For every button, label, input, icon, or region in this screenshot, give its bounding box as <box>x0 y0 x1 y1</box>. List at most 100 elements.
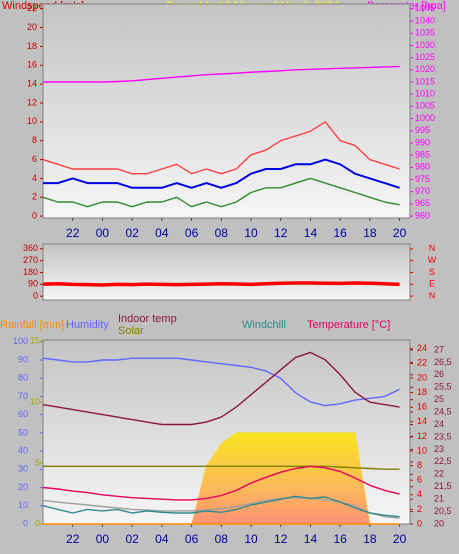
y-tick-label: 20 <box>18 482 28 492</box>
y4-tick-label: 23 <box>434 444 444 454</box>
y-tick-label: 50 <box>18 427 28 437</box>
x-tick-label: 14 <box>304 532 318 546</box>
y-tick-label: 10 <box>18 500 28 510</box>
x-tick-label: 00 <box>96 532 110 546</box>
y2-tick-label: S <box>429 267 435 277</box>
x-tick-label: 20 <box>393 532 407 546</box>
y3-tick-label: 14 <box>417 416 427 426</box>
y-tick-label: 12 <box>27 97 37 107</box>
y2-tick-label: N <box>429 243 436 253</box>
legend-rain: Rainfall [mm] <box>0 319 64 331</box>
y3-tick-label: 22 <box>417 358 427 368</box>
x-tick-label: 04 <box>155 532 169 546</box>
legend-windchill: Windchill <box>242 319 286 331</box>
x-tick-label: 16 <box>333 226 347 240</box>
y2-tick-label: 1020 <box>415 64 435 74</box>
y2-tick-label: 10 <box>30 397 40 407</box>
y4-tick-label: 25,5 <box>434 382 452 392</box>
line <box>42 351 400 426</box>
y2-tick-label: 1000 <box>415 113 435 123</box>
x-tick-label: 02 <box>125 226 139 240</box>
y2-tick-label: 985 <box>415 149 430 159</box>
y2-tick-label: 1010 <box>415 89 435 99</box>
y-tick-label: 0 <box>32 210 37 220</box>
y4-tick-label: 21 <box>434 494 444 504</box>
y2-tick-label: 1045 <box>415 3 435 13</box>
y4-tick-label: 27 <box>434 344 444 354</box>
x-tick-label: 22 <box>66 532 80 546</box>
y3-tick-label: 2 <box>417 504 422 514</box>
y2-tick-label: 1025 <box>415 52 435 62</box>
y4-tick-label: 23,5 <box>434 431 452 441</box>
y2-tick-label: E <box>429 279 435 289</box>
x-tick-label: 12 <box>274 532 288 546</box>
x-tick-label: 02 <box>125 532 139 546</box>
y-tick-label: 2 <box>32 192 37 202</box>
line <box>43 465 400 470</box>
x-tick-label: 10 <box>244 532 258 546</box>
y4-tick-label: 24,5 <box>434 406 452 416</box>
line <box>42 121 400 175</box>
y-tick-label: 4 <box>32 173 37 183</box>
x-tick-label: 12 <box>274 226 288 240</box>
y4-tick-label: 20 <box>434 518 444 528</box>
y-tick-label: 70 <box>18 391 28 401</box>
y2-tick-label: N <box>429 291 436 301</box>
y-tick-label: 16 <box>27 60 37 70</box>
y-tick-label: 60 <box>18 409 28 419</box>
y4-tick-label: 24 <box>434 419 444 429</box>
y-tick-label: 30 <box>18 464 28 474</box>
y-tick-label: 14 <box>27 79 37 89</box>
y-tick-label: 0 <box>33 291 38 301</box>
x-tick-label: 04 <box>155 226 169 240</box>
x-tick-label: 10 <box>244 226 258 240</box>
y4-tick-label: 21,5 <box>434 481 452 491</box>
y2-tick-label: 5 <box>35 457 40 467</box>
y2-tick-label: W <box>428 255 437 265</box>
y-tick-label: 10 <box>27 116 37 126</box>
x-tick-label: 16 <box>333 532 347 546</box>
y2-tick-label: 995 <box>415 125 430 135</box>
x-tick-label: 08 <box>215 532 229 546</box>
y-tick-label: 100 <box>13 336 28 346</box>
x-tick-label: 20 <box>393 226 407 240</box>
line <box>43 158 400 189</box>
x-tick-label: 08 <box>215 226 229 240</box>
y-tick-label: 20 <box>27 22 37 32</box>
y4-tick-label: 20,5 <box>434 506 452 516</box>
plot-area <box>42 243 411 301</box>
y3-tick-label: 24 <box>417 343 427 353</box>
y-tick-label: 0 <box>23 518 28 528</box>
y4-tick-label: 22,5 <box>434 456 452 466</box>
legend-solar: Solar <box>118 325 144 337</box>
y-tick-label: 22 <box>27 3 37 13</box>
y3-tick-label: 20 <box>417 372 427 382</box>
y2-tick-label: 1035 <box>415 28 435 38</box>
x-tick-label: 18 <box>363 532 377 546</box>
y-tick-label: 80 <box>18 373 28 383</box>
y-tick-label: 90 <box>18 354 28 364</box>
x-tick-label: 14 <box>304 226 318 240</box>
legend-temperature: Temperature [°C] <box>307 319 390 331</box>
line <box>42 177 400 208</box>
y2-tick-label: 990 <box>415 137 430 147</box>
y-tick-label: 8 <box>32 135 37 145</box>
y2-tick-label: 980 <box>415 162 430 172</box>
y4-tick-label: 26 <box>434 369 444 379</box>
x-tick-label: 18 <box>363 226 377 240</box>
y-tick-label: 90 <box>28 279 38 289</box>
y2-tick-label: 975 <box>415 174 430 184</box>
x-tick-label: 06 <box>185 532 199 546</box>
y2-tick-label: 1040 <box>415 15 435 25</box>
y4-tick-label: 26,5 <box>434 357 452 367</box>
y3-tick-label: 6 <box>417 475 422 485</box>
line <box>42 495 400 518</box>
y2-tick-label: 1015 <box>415 76 435 86</box>
y3-tick-label: 18 <box>417 387 427 397</box>
y2-tick-label: 970 <box>415 186 430 196</box>
y-tick-label: 40 <box>18 446 28 456</box>
y3-tick-label: 16 <box>417 402 427 412</box>
y3-tick-label: 4 <box>417 489 422 499</box>
